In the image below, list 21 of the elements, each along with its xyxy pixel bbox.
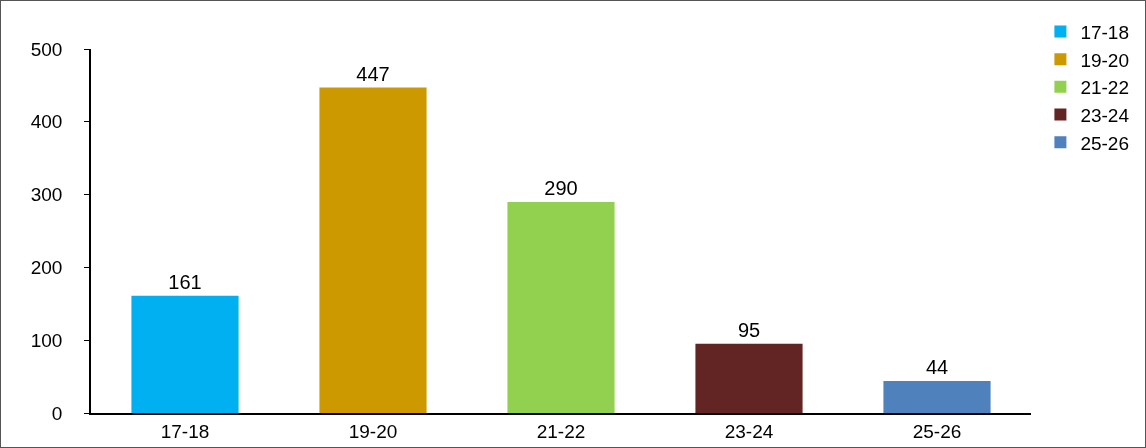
x-tick-label: 21-22: [536, 420, 586, 442]
data-label: 44: [925, 355, 949, 378]
x-tick-label: 25-26: [912, 420, 962, 442]
legend-label: 19-20: [1080, 49, 1130, 71]
y-tick-label: 100: [30, 329, 63, 351]
data-label: 447: [356, 62, 390, 85]
legend-label: 23-24: [1080, 104, 1130, 126]
data-label: 290: [544, 176, 578, 199]
x-tick-label: 19-20: [348, 420, 398, 442]
legend-label: 25-26: [1080, 132, 1130, 154]
y-tick-label: 200: [30, 257, 63, 279]
x-tick-label: 17-18: [160, 420, 210, 442]
data-label: 161: [168, 270, 202, 293]
x-tick-label: 23-24: [724, 420, 774, 442]
y-tick-label: 400: [30, 111, 63, 133]
y-tick-label: 500: [30, 38, 63, 60]
legend-label: 17-18: [1080, 21, 1130, 43]
legend-label: 21-22: [1080, 77, 1130, 99]
y-tick-label: 300: [30, 184, 63, 206]
data-label: 95: [737, 318, 761, 341]
y-tick-label: 0: [51, 402, 63, 424]
